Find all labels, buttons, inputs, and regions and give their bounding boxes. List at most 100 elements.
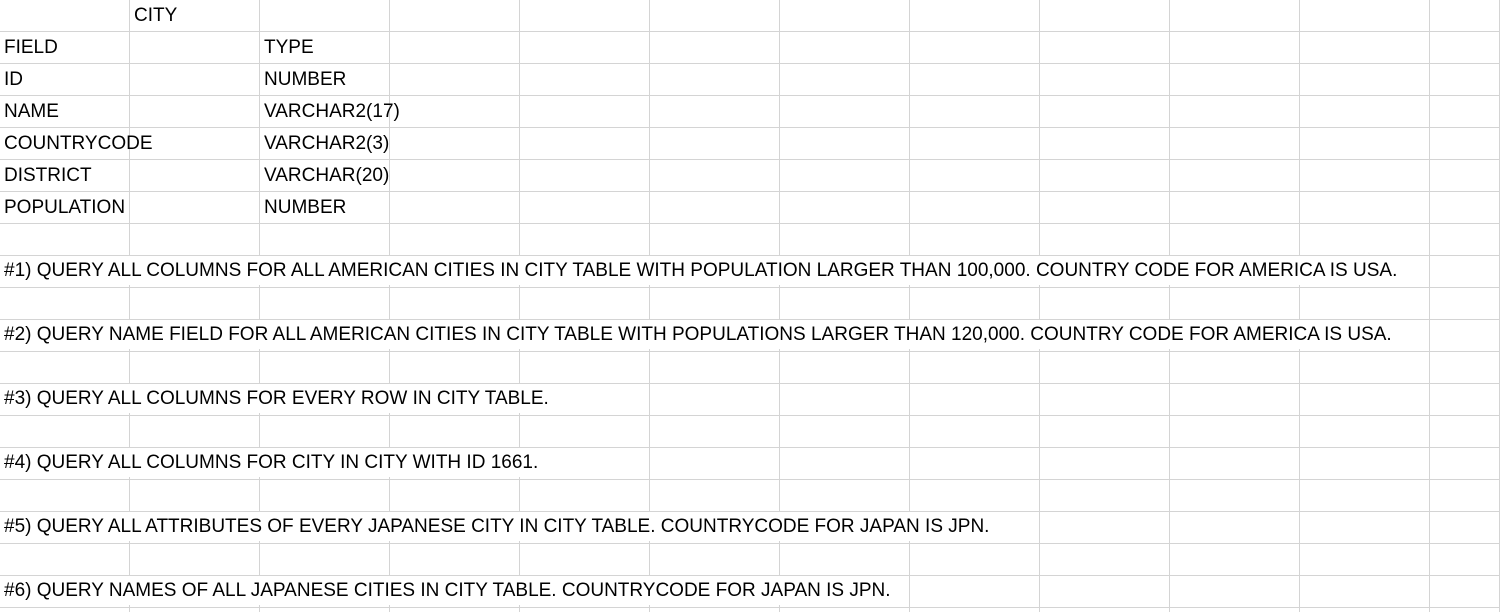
grid-cell[interactable] — [780, 288, 910, 320]
grid-cell[interactable] — [1170, 96, 1300, 128]
grid-cell[interactable] — [1040, 32, 1170, 64]
question-cell-3[interactable]: #3) QUERY ALL COLUMNS FOR EVERY ROW IN C… — [0, 384, 553, 413]
grid-cell[interactable] — [1430, 576, 1500, 608]
grid-cell[interactable] — [1430, 512, 1500, 544]
grid-cell[interactable] — [1300, 320, 1430, 352]
type-header-cell[interactable]: TYPE — [264, 37, 314, 58]
grid-cell[interactable] — [1300, 544, 1430, 576]
field-name-cell-population[interactable]: POPULATION — [4, 197, 126, 218]
grid-cell[interactable] — [390, 0, 520, 32]
grid-cell[interactable] — [1430, 96, 1500, 128]
grid-cell[interactable] — [1170, 192, 1300, 224]
grid-cell[interactable] — [260, 416, 390, 448]
grid-cell[interactable] — [910, 352, 1040, 384]
grid-cell[interactable] — [0, 32, 130, 64]
grid-cell[interactable] — [130, 352, 260, 384]
grid-cell[interactable] — [1170, 128, 1300, 160]
grid-cell[interactable] — [1040, 96, 1170, 128]
grid-cell[interactable] — [1040, 384, 1170, 416]
grid-cell[interactable] — [910, 64, 1040, 96]
grid-cell[interactable] — [520, 480, 650, 512]
grid-cell[interactable] — [1170, 288, 1300, 320]
grid-cell[interactable] — [0, 480, 130, 512]
grid-cell[interactable] — [780, 544, 910, 576]
grid-cell[interactable] — [910, 512, 1040, 544]
grid-cell[interactable] — [780, 0, 910, 32]
grid-cell[interactable] — [1430, 608, 1500, 612]
grid-cell[interactable] — [260, 352, 390, 384]
grid-cell[interactable] — [1170, 448, 1300, 480]
grid-cell[interactable] — [780, 352, 910, 384]
table-name-cell[interactable]: CITY — [134, 5, 178, 26]
grid-cell[interactable] — [910, 128, 1040, 160]
grid-cell[interactable] — [1300, 192, 1430, 224]
grid-cell[interactable] — [520, 224, 650, 256]
grid-cell[interactable] — [390, 224, 520, 256]
grid-cell[interactable] — [1430, 320, 1500, 352]
grid-cell[interactable] — [780, 160, 910, 192]
grid-cell[interactable] — [520, 192, 650, 224]
grid-cell[interactable] — [910, 608, 1040, 612]
grid-cell[interactable] — [130, 32, 260, 64]
grid-cell[interactable] — [0, 544, 130, 576]
grid-cell[interactable] — [1040, 544, 1170, 576]
grid-cell[interactable] — [780, 96, 910, 128]
grid-cell[interactable] — [520, 288, 650, 320]
grid-cell[interactable] — [520, 96, 650, 128]
grid-cell[interactable] — [130, 416, 260, 448]
grid-cell[interactable] — [1300, 32, 1430, 64]
grid-cell[interactable] — [650, 0, 780, 32]
grid-cell[interactable] — [910, 416, 1040, 448]
grid-cell[interactable] — [1170, 64, 1300, 96]
question-cell-4[interactable]: #4) QUERY ALL COLUMNS FOR CITY IN CITY W… — [0, 448, 543, 477]
grid-cell[interactable] — [1040, 416, 1170, 448]
grid-cell[interactable] — [1430, 0, 1500, 32]
grid-cell[interactable] — [910, 192, 1040, 224]
grid-cell[interactable] — [1170, 512, 1300, 544]
grid-cell[interactable] — [0, 64, 130, 96]
grid-cell[interactable] — [910, 288, 1040, 320]
question-cell-2[interactable]: #2) QUERY NAME FIELD FOR ALL AMERICAN CI… — [0, 320, 1396, 349]
grid-cell[interactable] — [1040, 192, 1170, 224]
grid-cell[interactable] — [1300, 480, 1430, 512]
grid-cell[interactable] — [390, 352, 520, 384]
grid-cell[interactable] — [130, 64, 260, 96]
grid-cell[interactable] — [910, 0, 1040, 32]
grid-cell[interactable] — [650, 480, 780, 512]
grid-cell[interactable] — [780, 448, 910, 480]
grid-cell[interactable] — [1430, 128, 1500, 160]
grid-cell[interactable] — [910, 224, 1040, 256]
grid-cell[interactable] — [1300, 416, 1430, 448]
grid-cell[interactable] — [390, 160, 520, 192]
grid-cell[interactable] — [1430, 384, 1500, 416]
grid-cell[interactable] — [130, 0, 260, 32]
grid-cell[interactable] — [650, 288, 780, 320]
grid-cell[interactable] — [260, 288, 390, 320]
grid-cell[interactable] — [910, 384, 1040, 416]
grid-cell[interactable] — [390, 288, 520, 320]
grid-cell[interactable] — [1040, 352, 1170, 384]
grid-cell[interactable] — [1300, 224, 1430, 256]
grid-cell[interactable] — [1300, 608, 1430, 612]
grid-cell[interactable] — [0, 128, 130, 160]
grid-cell[interactable] — [130, 608, 260, 612]
grid-cell[interactable] — [1040, 576, 1170, 608]
grid-cell[interactable] — [1040, 0, 1170, 32]
grid-cell[interactable] — [0, 352, 130, 384]
grid-cell[interactable] — [1040, 480, 1170, 512]
grid-cell[interactable] — [130, 128, 260, 160]
grid-cell[interactable] — [1430, 544, 1500, 576]
grid-cell[interactable] — [1040, 512, 1170, 544]
grid-cell[interactable] — [390, 544, 520, 576]
grid-cell[interactable] — [0, 96, 130, 128]
grid-cell[interactable] — [910, 544, 1040, 576]
grid-cell[interactable] — [1430, 480, 1500, 512]
grid-cell[interactable] — [520, 416, 650, 448]
field-type-cell-district[interactable]: VARCHAR(20) — [264, 165, 390, 186]
question-cell-5[interactable]: #5) QUERY ALL ATTRIBUTES OF EVERY JAPANE… — [0, 512, 994, 541]
grid-cell[interactable] — [0, 608, 130, 612]
grid-cell[interactable] — [260, 608, 390, 612]
grid-cell[interactable] — [130, 480, 260, 512]
grid-cell[interactable] — [1040, 160, 1170, 192]
grid-cell[interactable] — [130, 288, 260, 320]
